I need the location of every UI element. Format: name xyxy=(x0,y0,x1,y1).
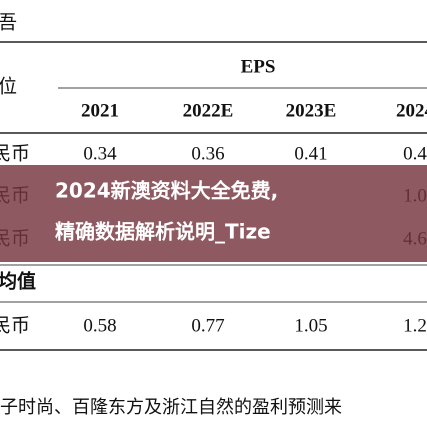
group-header: EPS xyxy=(241,56,276,77)
cell: 0.58 xyxy=(83,315,116,336)
cell: 1.05 xyxy=(294,315,327,336)
column-header: 2023E xyxy=(286,100,337,121)
row-label: 民币 xyxy=(0,142,30,164)
banner xyxy=(0,165,427,262)
cell: 1.2 xyxy=(403,315,427,336)
cell: 0.4 xyxy=(403,143,427,164)
row-label: 民币 xyxy=(0,314,30,336)
cell: 0.41 xyxy=(294,143,327,164)
cell: 0.36 xyxy=(191,143,224,164)
section-label: 均值 xyxy=(0,269,36,292)
cell: 0.34 xyxy=(83,143,117,164)
banner-line: 2024新澳资料大全免费, xyxy=(55,179,278,203)
column-header: 2024 xyxy=(396,100,427,121)
banner-line: 精确数据解析说明_Tize xyxy=(55,220,271,244)
footnote: 子时尚、百隆东方及浙江自然的盈利预测来 xyxy=(0,397,342,418)
unit-label: 位 xyxy=(0,75,17,97)
cell: 0.77 xyxy=(191,315,224,336)
corner-text: 吾 xyxy=(0,12,17,33)
column-header: 2022E xyxy=(183,100,234,121)
column-header: 2021 xyxy=(81,100,119,121)
